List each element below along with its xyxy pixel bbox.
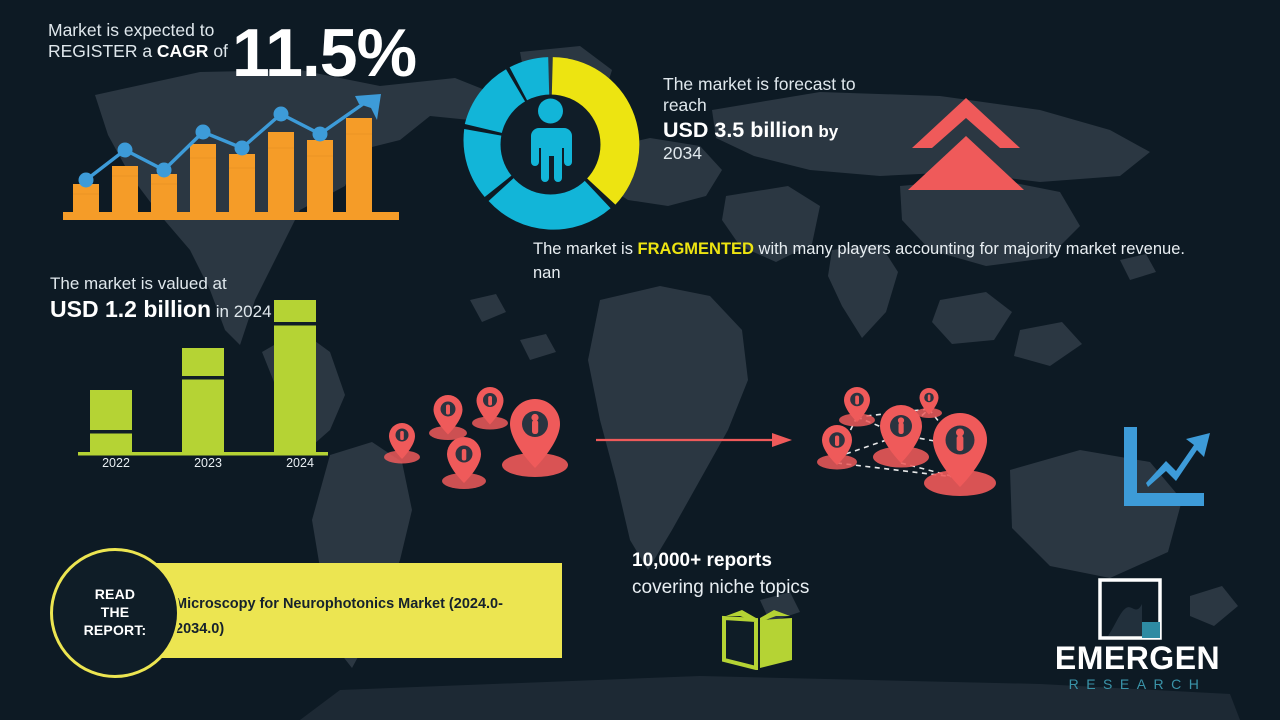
market-share-donut-chart (463, 57, 640, 230)
green-chart-xlabel-2023: 2023 (194, 456, 222, 470)
market-value-bar-chart (78, 300, 328, 456)
map-pin-network-cluster (817, 387, 996, 496)
cagr-keyword: CAGR (156, 41, 209, 62)
reports-description: covering niche topics (632, 576, 810, 598)
forecast-by-word: by (818, 121, 839, 141)
logo-subtitle: RESEARCH (1068, 676, 1207, 692)
read-the-report-line-2: THE (100, 604, 130, 621)
read-the-report-line-3: REPORT: (83, 621, 147, 638)
logo-name: EMERGEN (1054, 640, 1221, 676)
green-bar-2022 (90, 390, 132, 452)
up-arrows-icon (908, 98, 1024, 190)
read-the-report-badge[interactable]: READ THE REPORT: (50, 548, 180, 678)
forecast-value: USD 3.5 billion (663, 117, 814, 142)
forecast-line-2: reach (663, 95, 707, 116)
report-title[interactable]: Microscopy for Neurophotonics Market (20… (175, 596, 503, 638)
forecast-value-row: USD 3.5 billion by (663, 117, 895, 143)
green-chart-xlabel-2022: 2022 (102, 456, 130, 470)
growth-chart-icon (1124, 427, 1210, 506)
reports-count-block: 10,000+ reports covering niche topics (632, 548, 912, 601)
right-arrow-icon (596, 433, 792, 447)
cagr-text-block: Market is expected to REGISTER a CAGR of (48, 20, 348, 63)
forecast-text-block: The market is forecast to reach USD 3.5 … (663, 74, 895, 164)
valuation-text-block: The market is valued at USD 1.2 billion … (50, 274, 340, 323)
read-the-report-label: READ THE REPORT: (84, 586, 147, 640)
valuation-value-row: USD 1.2 billion in 2024 (50, 295, 340, 323)
green-bar-2024 (274, 300, 316, 452)
forecast-year: 2034 (663, 142, 702, 163)
open-book-icon (722, 610, 792, 670)
forecast-line-1: The market is forecast to (663, 74, 856, 94)
fragmented-prefix: The market is (533, 240, 638, 258)
emergen-research-logo: EMERGEN RESEARCH (1025, 578, 1250, 698)
cagr-line2-suffix: of (208, 41, 228, 62)
person-icon (531, 98, 572, 182)
valuation-line-1: The market is valued at (50, 274, 227, 293)
reports-count: 10,000+ reports (632, 550, 772, 571)
fragmented-keyword: FRAGMENTED (637, 240, 754, 258)
valuation-value: USD 1.2 billion (50, 295, 212, 322)
report-cta-banner[interactable] (110, 563, 562, 658)
green-chart-xlabel-2024: 2024 (286, 456, 314, 470)
fragmented-suffix: with many players accounting for majorit… (533, 240, 1185, 282)
cagr-line2-prefix: REGISTER a (48, 41, 157, 62)
cagr-line-2: REGISTER a CAGR of (48, 41, 348, 62)
cagr-value: 11.5% (232, 15, 417, 91)
growth-bar-line-chart (63, 94, 399, 220)
valuation-suffix: in 2024 (211, 301, 272, 321)
read-the-report-line-1: READ (94, 586, 136, 603)
green-bar-2023 (182, 348, 224, 452)
fragmentation-statement: The market is FRAGMENTED with many playe… (533, 238, 1213, 286)
logo-mark-icon (1098, 578, 1162, 640)
cagr-line-1: Market is expected to (48, 20, 215, 40)
map-pin-cluster-scattered (384, 387, 568, 489)
